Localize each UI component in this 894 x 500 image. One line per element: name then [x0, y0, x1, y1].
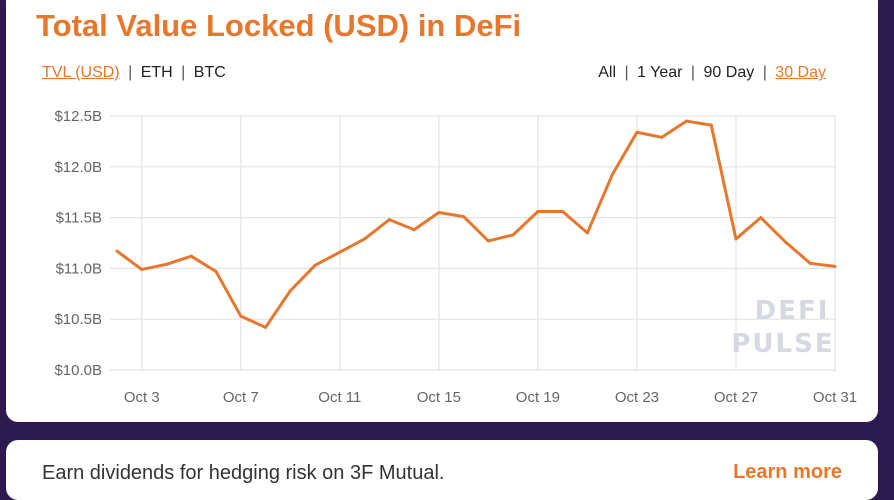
data-point: [585, 231, 589, 235]
tab-eth[interactable]: ETH: [140, 64, 173, 81]
tab-tvl-usd[interactable]: TVL (USD): [42, 64, 120, 81]
watermark-line-1: DEFI: [755, 296, 830, 326]
x-tick-label: Oct 7: [223, 389, 259, 406]
data-point: [610, 173, 614, 177]
data-point: [412, 228, 416, 232]
y-tick-label: $11.0B: [56, 260, 102, 277]
y-tick-label: $11.5B: [56, 210, 102, 227]
x-tick-label: Oct 23: [615, 389, 659, 406]
tab-1-year[interactable]: 1 Year: [637, 64, 683, 81]
data-point: [833, 264, 837, 268]
metric-tabs: TVL (USD) | ETH | BTC: [40, 64, 228, 82]
data-point: [165, 262, 169, 266]
data-point: [462, 215, 466, 219]
tvl-series-line: [116, 119, 836, 329]
data-point: [783, 240, 787, 244]
y-tick-label: $12.0B: [54, 159, 102, 176]
data-point: [140, 267, 144, 271]
data-point: [660, 135, 664, 139]
tab-all[interactable]: All: [598, 64, 617, 81]
promo-text: Earn dividends for hedging risk on 3F Mu…: [42, 462, 445, 484]
data-point: [709, 123, 713, 127]
watermark-line-2: PULSE: [731, 329, 834, 359]
range-tabs: All | 1 Year | 90 Day | 30 Day: [596, 64, 828, 82]
y-tick-label: $10.5B: [54, 311, 102, 328]
data-point: [486, 239, 490, 243]
data-point: [338, 250, 342, 254]
data-point: [808, 261, 812, 265]
data-point: [561, 210, 565, 214]
x-tick-label: Oct 27: [714, 389, 758, 406]
x-tick-label: Oct 3: [124, 389, 160, 406]
x-tick-label: Oct 19: [516, 389, 560, 406]
learn-more-link[interactable]: Learn more: [733, 461, 842, 483]
data-point: [734, 237, 738, 241]
data-point: [288, 289, 292, 293]
data-point: [115, 249, 119, 253]
data-point: [214, 269, 218, 273]
data-point: [759, 216, 763, 220]
data-point: [239, 314, 243, 318]
separator: |: [128, 64, 133, 81]
tab-90-day[interactable]: 90 Day: [703, 64, 755, 81]
tvl-line-chart: $10.0B $10.5B $11.0B $11.5B $12.0B $12.5B Oct …: [54, 108, 857, 406]
data-point: [511, 233, 515, 237]
data-point: [189, 254, 193, 258]
page-title: Total Value Locked (USD) in DeFi: [36, 8, 522, 43]
y-tick-label: $12.5B: [54, 108, 102, 125]
x-tick-label: Oct 15: [417, 389, 461, 406]
x-tick-label: Oct 31: [813, 389, 857, 406]
separator: |: [690, 64, 696, 81]
tab-btc[interactable]: BTC: [193, 64, 226, 81]
tab-30-day[interactable]: 30 Day: [775, 64, 826, 81]
data-point: [363, 237, 367, 241]
data-point: [387, 218, 391, 222]
separator: |: [181, 64, 186, 81]
chart-card: [6, 0, 878, 422]
data-point: [635, 130, 639, 134]
data-point: [313, 263, 317, 267]
y-tick-label: $10.0B: [54, 362, 102, 379]
data-point: [536, 210, 540, 214]
data-point: [684, 119, 688, 123]
data-point: [264, 325, 268, 329]
separator: |: [624, 64, 629, 81]
x-tick-label: Oct 11: [318, 389, 361, 406]
separator: |: [762, 64, 767, 81]
data-point: [437, 211, 441, 215]
